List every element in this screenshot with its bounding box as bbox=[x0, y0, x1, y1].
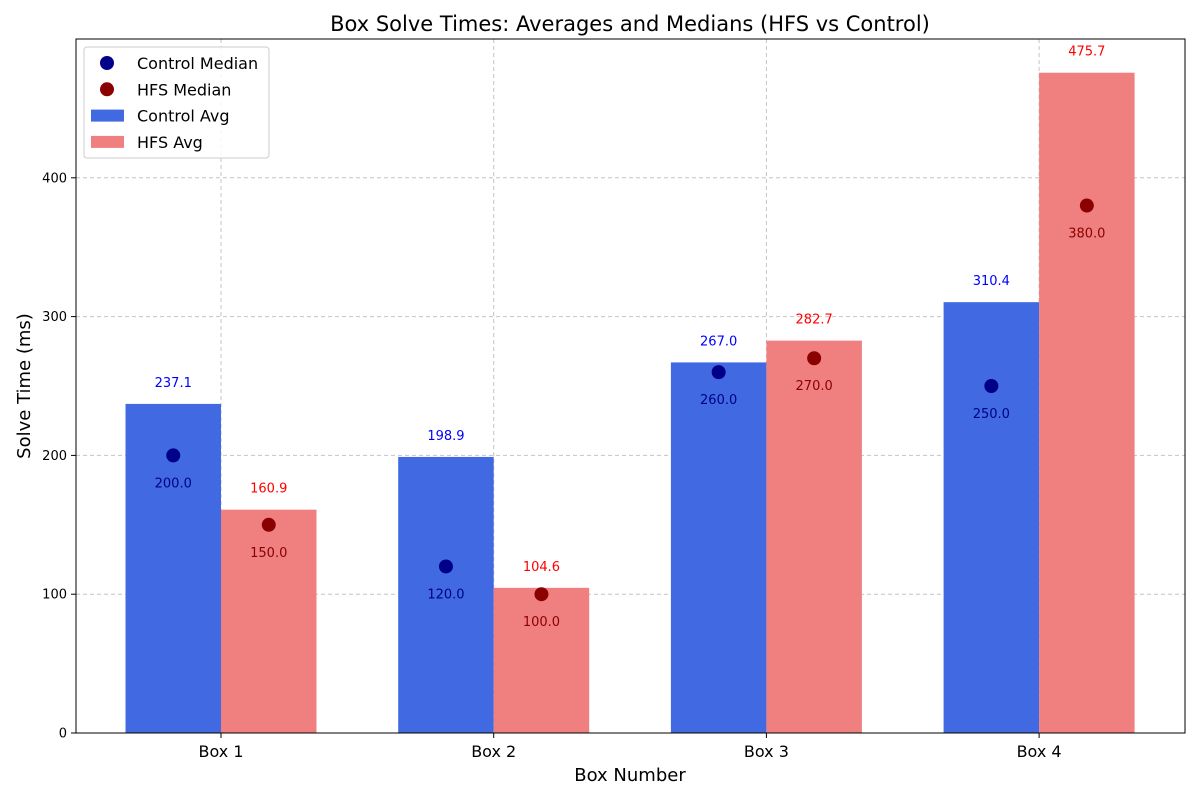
bar-value-label: 282.7 bbox=[796, 313, 833, 328]
median-point-control-median bbox=[438, 559, 453, 574]
legend-label: Control Avg bbox=[137, 107, 230, 126]
median-value-label: 100.0 bbox=[523, 615, 560, 630]
legend-swatch-control-avg bbox=[91, 109, 124, 122]
bar-value-label: 267.0 bbox=[700, 334, 737, 349]
median-value-label: 260.0 bbox=[700, 393, 737, 408]
legend-marker-control-median bbox=[100, 56, 114, 70]
x-tick-label: Box 1 bbox=[198, 742, 243, 761]
legend-marker-hfs-median bbox=[100, 82, 114, 97]
median-value-label: 200.0 bbox=[155, 476, 192, 491]
median-points bbox=[166, 198, 1094, 602]
bar-value-label: 160.9 bbox=[250, 482, 287, 497]
median-point-control-median bbox=[984, 379, 999, 393]
bar-value-label: 237.1 bbox=[155, 376, 192, 391]
x-axis-label: Box Number bbox=[574, 765, 686, 786]
legend: Control Median HFS Median Control Avg HFS A… bbox=[83, 46, 270, 159]
median-value-label: 270.0 bbox=[796, 379, 833, 394]
median-point-hfs-median bbox=[534, 587, 549, 602]
median-value-label: 380.0 bbox=[1068, 227, 1105, 242]
legend-label: HFS Avg bbox=[137, 133, 203, 152]
bar-hfs-avg bbox=[493, 587, 590, 733]
bar-value-label: 475.7 bbox=[1068, 45, 1105, 60]
bar-control-avg bbox=[398, 456, 494, 733]
y-tick-label: 300 bbox=[42, 310, 67, 325]
y-tick-label: 0 bbox=[59, 727, 67, 742]
y-tick-label: 400 bbox=[42, 171, 67, 186]
bar-value-label: 198.9 bbox=[427, 429, 464, 444]
plot-frame bbox=[75, 38, 1186, 734]
bars bbox=[125, 72, 1135, 734]
bar-value-label: 104.6 bbox=[523, 560, 560, 575]
y-axis-label: Solve Time (ms) bbox=[14, 313, 35, 459]
bar-control-avg bbox=[943, 302, 1040, 733]
bar-hfs-avg bbox=[766, 340, 862, 733]
median-point-hfs-median bbox=[261, 517, 276, 532]
y-tick-label: 200 bbox=[42, 449, 67, 464]
bar-hfs-avg bbox=[221, 509, 317, 733]
legend-label: HFS Median bbox=[137, 80, 231, 99]
y-tick-label: 100 bbox=[42, 588, 67, 603]
median-point-hfs-median bbox=[807, 351, 822, 366]
chart-title: Box Solve Times: Averages and Medians (H… bbox=[330, 12, 930, 36]
bar-value-label: 310.4 bbox=[973, 274, 1010, 289]
axes: 0 100 200 300 400 Box 1 Box 2 Box 3 Box 4 bbox=[42, 38, 1186, 761]
x-tick-label: Box 4 bbox=[1017, 742, 1062, 761]
x-tick-label: Box 3 bbox=[744, 742, 789, 761]
median-point-hfs-median bbox=[1079, 198, 1094, 213]
median-point-control-median bbox=[711, 365, 726, 380]
median-value-label: 120.0 bbox=[427, 587, 464, 602]
data-labels: 237.1 198.9 267.0 310.4 160.9 104.6 282.7 475.7… bbox=[155, 45, 1106, 630]
legend-box bbox=[83, 46, 270, 159]
median-value-label: 250.0 bbox=[973, 407, 1010, 422]
bar-hfs-avg bbox=[1039, 72, 1135, 734]
legend-label: Control Median bbox=[137, 54, 258, 73]
median-value-label: 150.0 bbox=[250, 546, 287, 561]
median-point-control-median bbox=[166, 448, 181, 463]
legend-swatch-hfs-avg bbox=[91, 135, 124, 148]
bar-control-avg bbox=[670, 362, 767, 733]
x-tick-label: Box 2 bbox=[471, 742, 516, 761]
